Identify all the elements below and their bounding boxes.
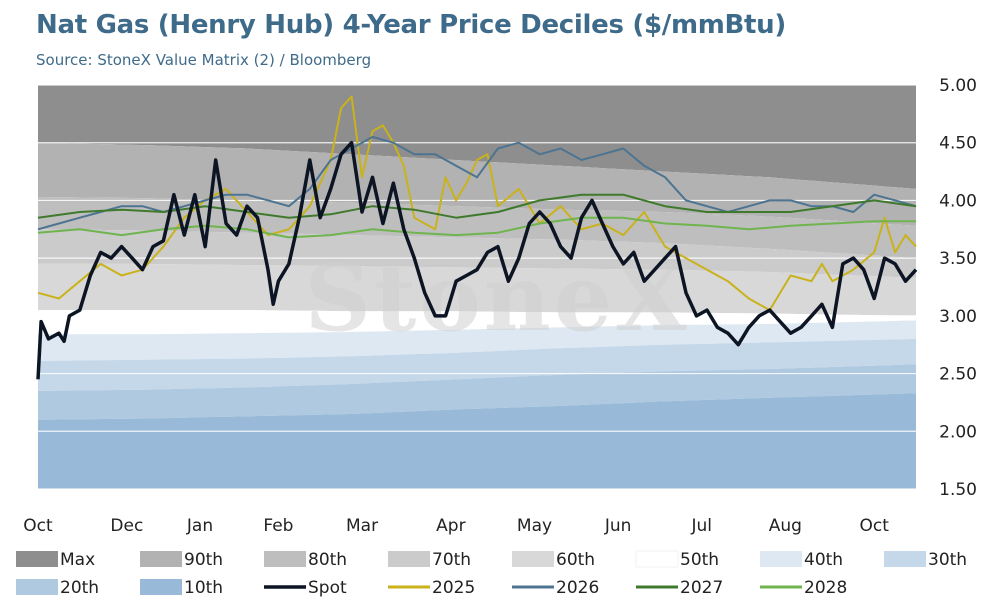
legend-label: 10th xyxy=(184,578,223,598)
y-tick-label: 3.00 xyxy=(939,307,977,327)
legend-item-70th: 70th xyxy=(388,550,471,570)
band-20th xyxy=(38,364,916,420)
stonex-watermark: StoneX xyxy=(304,244,689,352)
y-tick-label: 3.50 xyxy=(939,249,977,269)
band-max xyxy=(38,85,916,189)
legend-item-90th: 90th xyxy=(140,550,223,570)
legend-item-2028: 2028 xyxy=(760,578,847,598)
legend-item-60th: 60th xyxy=(512,550,595,570)
legend-swatch xyxy=(16,551,58,567)
chart-subtitle: Source: StoneX Value Matrix (2) / Bloomb… xyxy=(36,51,372,69)
y-tick-label: 2.50 xyxy=(939,365,977,385)
y-axis: 5.00 4.50 4.00 3.50 3.00 2.50 2.00 1.50 xyxy=(939,76,977,500)
band-60th xyxy=(38,263,916,316)
legend-label: 30th xyxy=(928,550,967,570)
x-tick-label: Mar xyxy=(346,516,378,536)
legend-label: 40th xyxy=(804,550,843,570)
band-90th xyxy=(38,142,916,226)
x-tick-label: Dec xyxy=(110,516,143,536)
x-tick-label: Aug xyxy=(769,516,802,536)
series-line-2025 xyxy=(37,95,917,312)
series-line-2027 xyxy=(37,193,917,219)
chart-title: Nat Gas (Henry Hub) 4-Year Price Deciles… xyxy=(36,10,786,40)
legend-swatch xyxy=(635,550,679,568)
legend: Max 90th 80th 70th 60th 50th 40th 30th 20th 10th S… xyxy=(16,550,967,598)
legend-label: 2028 xyxy=(804,578,847,598)
grid-lines xyxy=(38,84,916,490)
legend-swatch xyxy=(760,551,802,567)
y-tick-label: 5.00 xyxy=(939,76,977,96)
y-tick-label: 4.50 xyxy=(939,134,977,154)
legend-label: 2025 xyxy=(432,578,475,598)
legend-item-40th: 40th xyxy=(760,550,843,570)
legend-swatch xyxy=(388,551,430,567)
legend-swatch xyxy=(16,579,58,595)
band-30th xyxy=(38,338,916,391)
legend-item-10th: 10th xyxy=(140,578,223,598)
legend-label: 60th xyxy=(556,550,595,570)
legend-label: Max xyxy=(60,550,95,570)
y-tick-label: 1.50 xyxy=(939,480,977,500)
legend-item-50th: 50th xyxy=(635,550,719,570)
x-tick-label: Jun xyxy=(604,516,632,536)
legend-item-spot: Spot xyxy=(264,578,347,598)
legend-label: 90th xyxy=(184,550,223,570)
legend-item-80th: 80th xyxy=(264,550,347,570)
legend-item-30th: 30th xyxy=(884,550,967,570)
series-line-2026 xyxy=(37,135,917,231)
y-tick-label: 2.00 xyxy=(939,422,977,442)
series-line-2028 xyxy=(37,216,916,239)
legend-label: 20th xyxy=(60,578,99,598)
legend-item-max: Max xyxy=(16,550,95,570)
x-tick-label: Apr xyxy=(436,516,465,536)
legend-label: 70th xyxy=(432,550,471,570)
legend-swatch xyxy=(884,551,926,567)
legend-swatch xyxy=(264,551,306,567)
x-tick-label: Feb xyxy=(263,516,293,536)
x-tick-label: Oct xyxy=(23,516,53,536)
x-tick-label: Jan xyxy=(186,516,213,536)
price-series xyxy=(36,95,918,380)
band-10th xyxy=(38,393,916,489)
band-40th xyxy=(38,320,916,361)
legend-swatch xyxy=(140,551,182,567)
legend-label: 2027 xyxy=(680,578,723,598)
legend-item-2026: 2026 xyxy=(512,578,599,598)
legend-item-20th: 20th xyxy=(16,578,99,598)
legend-item-2025: 2025 xyxy=(388,578,475,598)
band-80th xyxy=(38,197,916,259)
legend-label: 50th xyxy=(680,550,719,570)
legend-label: 2026 xyxy=(556,578,599,598)
x-axis: Oct Dec Jan Feb Mar Apr May Jun Jul Aug Oct xyxy=(23,516,889,536)
series-line-spot xyxy=(36,140,918,380)
band-70th xyxy=(38,229,916,278)
x-tick-label: May xyxy=(517,516,552,536)
y-tick-label: 4.00 xyxy=(939,191,977,211)
legend-swatch xyxy=(140,579,182,595)
legend-swatch xyxy=(512,551,554,567)
legend-label: 80th xyxy=(308,550,347,570)
legend-item-2027: 2027 xyxy=(636,578,723,598)
x-tick-label: Jul xyxy=(690,516,712,536)
x-tick-label: Oct xyxy=(859,516,889,536)
legend-label: Spot xyxy=(308,578,347,598)
